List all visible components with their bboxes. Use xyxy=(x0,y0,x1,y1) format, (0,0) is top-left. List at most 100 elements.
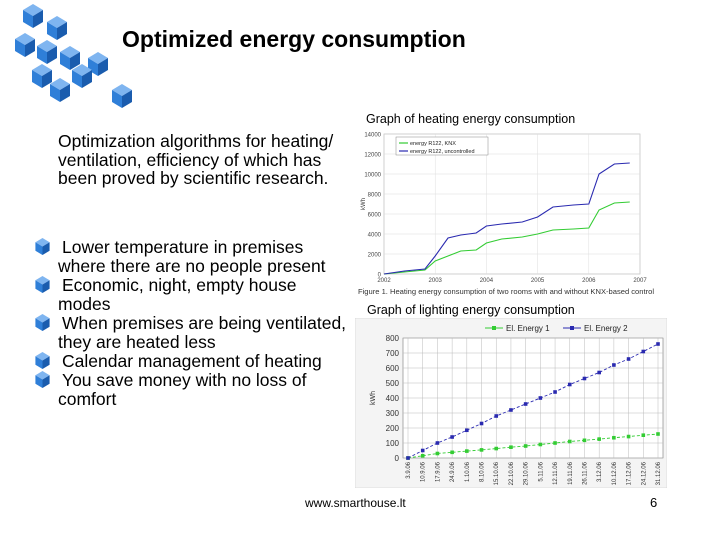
y-tick-label: 10000 xyxy=(364,173,381,179)
data-point xyxy=(435,441,440,445)
data-point xyxy=(509,445,513,449)
data-point xyxy=(465,449,469,453)
y-tick-label: 14000 xyxy=(364,133,381,139)
y-tick-label: 400 xyxy=(386,394,400,403)
y-tick-label: 2000 xyxy=(368,253,382,259)
plot-area xyxy=(383,133,641,275)
cube-bullet-icon xyxy=(35,238,50,255)
x-tick-label: 5.11.06 xyxy=(538,461,544,481)
cube-bullet-icon xyxy=(35,371,50,388)
list-item: Calendar management of heating xyxy=(34,352,349,371)
y-tick-label: 6000 xyxy=(368,213,382,219)
data-point xyxy=(450,450,454,455)
x-tick-label: 8.10.06 xyxy=(480,461,486,482)
y-tick-label: 500 xyxy=(386,379,400,388)
series-line-2 xyxy=(383,162,630,275)
x-tick-label: 2003 xyxy=(429,278,443,284)
x-tick-label: 29.10.06 xyxy=(524,461,530,485)
heating-chart-caption: Figure 1. Heating energy consumption of … xyxy=(358,287,654,296)
legend-label: El. Energy 2 xyxy=(584,324,628,333)
page-number: 6 xyxy=(650,495,658,510)
x-tick-label: 24.12.06 xyxy=(641,461,647,485)
data-point xyxy=(435,451,440,456)
data-point xyxy=(406,456,410,460)
data-point xyxy=(450,435,454,439)
data-point xyxy=(641,349,646,354)
x-tick-label: 15.10.06 xyxy=(494,461,500,485)
list-item: Economic, night, empty house modes xyxy=(34,276,349,314)
list-item: You save money with no loss of comfort xyxy=(34,371,349,409)
data-point xyxy=(656,342,660,346)
data-point xyxy=(612,363,616,367)
x-tick-label: 24.9.06 xyxy=(450,461,456,482)
x-tick-label: 2007 xyxy=(633,278,647,284)
data-point xyxy=(538,442,543,447)
data-point xyxy=(597,437,601,441)
y-tick-label: 12000 xyxy=(364,153,381,159)
data-point xyxy=(567,439,572,444)
x-tick-label: 2006 xyxy=(582,278,596,284)
x-tick-label: 31.12.06 xyxy=(656,461,662,485)
data-point xyxy=(626,434,631,439)
data-point xyxy=(553,390,557,394)
lighting-chart-title: Graph of lighting energy consumption xyxy=(367,303,575,317)
heating-chart: 0 2000 4000 6000 8000 10000 12000 14000 2002 2003… xyxy=(358,133,654,297)
data-point xyxy=(553,441,557,445)
x-tick-label: 17.12.06 xyxy=(627,461,633,485)
y-tick-label: 0 xyxy=(378,273,382,279)
legend-label: energy R122, uncontrolled xyxy=(410,149,475,155)
x-tick-label: 26.11.06 xyxy=(582,461,588,485)
y-tick-label: 8000 xyxy=(368,193,382,199)
x-tick-label: 10.9.06 xyxy=(421,461,427,482)
cube-bullet-icon xyxy=(35,352,50,369)
data-point xyxy=(612,435,616,440)
legend-label: energy R122, KNX xyxy=(410,141,456,147)
x-tick-label: 2002 xyxy=(377,278,391,284)
y-tick-label: 4000 xyxy=(368,233,382,239)
x-tick-label: 3.9.06 xyxy=(406,461,412,478)
series-line-2 xyxy=(407,343,659,459)
y-tick-label: 300 xyxy=(386,409,400,418)
y-tick-label: 600 xyxy=(386,364,400,373)
data-point xyxy=(597,370,601,375)
data-point xyxy=(656,432,660,436)
list-item: Lower temperature in premises where ther… xyxy=(34,238,349,276)
y-tick-label: 200 xyxy=(386,424,400,433)
data-point xyxy=(582,376,587,381)
legend-marker xyxy=(492,326,496,330)
heating-chart-title: Graph of heating energy consumption xyxy=(366,112,576,126)
data-point xyxy=(582,438,587,443)
data-point xyxy=(523,444,528,448)
lighting-chart: 0 100 200 300 400 500 600 700 800 3.9.06 10.9.06 17… xyxy=(355,318,667,488)
data-point xyxy=(523,402,528,406)
data-point xyxy=(479,421,484,426)
x-tick-label: 19.11.06 xyxy=(568,461,574,485)
footer-url: www.smarthouse.lt xyxy=(305,496,406,510)
page-title: Optimized energy consumption xyxy=(122,26,466,52)
cube-bullet-icon xyxy=(35,314,50,331)
series-line-1 xyxy=(407,433,659,459)
x-tick-label: 1.10.06 xyxy=(465,461,471,482)
x-tick-label: 3.12.06 xyxy=(597,461,603,482)
cube-bullet-icon xyxy=(35,276,50,293)
y-tick-label: 100 xyxy=(386,439,400,448)
data-point xyxy=(494,414,499,418)
y-axis-label: kWh xyxy=(361,198,367,210)
data-point xyxy=(494,446,499,451)
x-tick-label: 22.10.06 xyxy=(509,461,515,485)
data-point xyxy=(509,408,513,412)
y-tick-label: 800 xyxy=(386,334,400,343)
y-tick-label: 0 xyxy=(395,454,400,463)
series-line-1 xyxy=(383,201,630,275)
data-point xyxy=(626,357,631,361)
intro-text: Optimization algorithms for heating/ ven… xyxy=(58,131,334,188)
data-point xyxy=(465,428,469,433)
benefit-list: Lower temperature in premises where ther… xyxy=(34,238,349,409)
data-point xyxy=(420,448,425,453)
data-point xyxy=(420,453,425,458)
x-tick-label: 10.12.06 xyxy=(612,461,618,485)
x-tick-label: 2005 xyxy=(531,278,545,284)
cube-cluster-logo xyxy=(15,4,132,108)
x-tick-label: 2004 xyxy=(480,278,494,284)
data-point xyxy=(567,382,572,387)
